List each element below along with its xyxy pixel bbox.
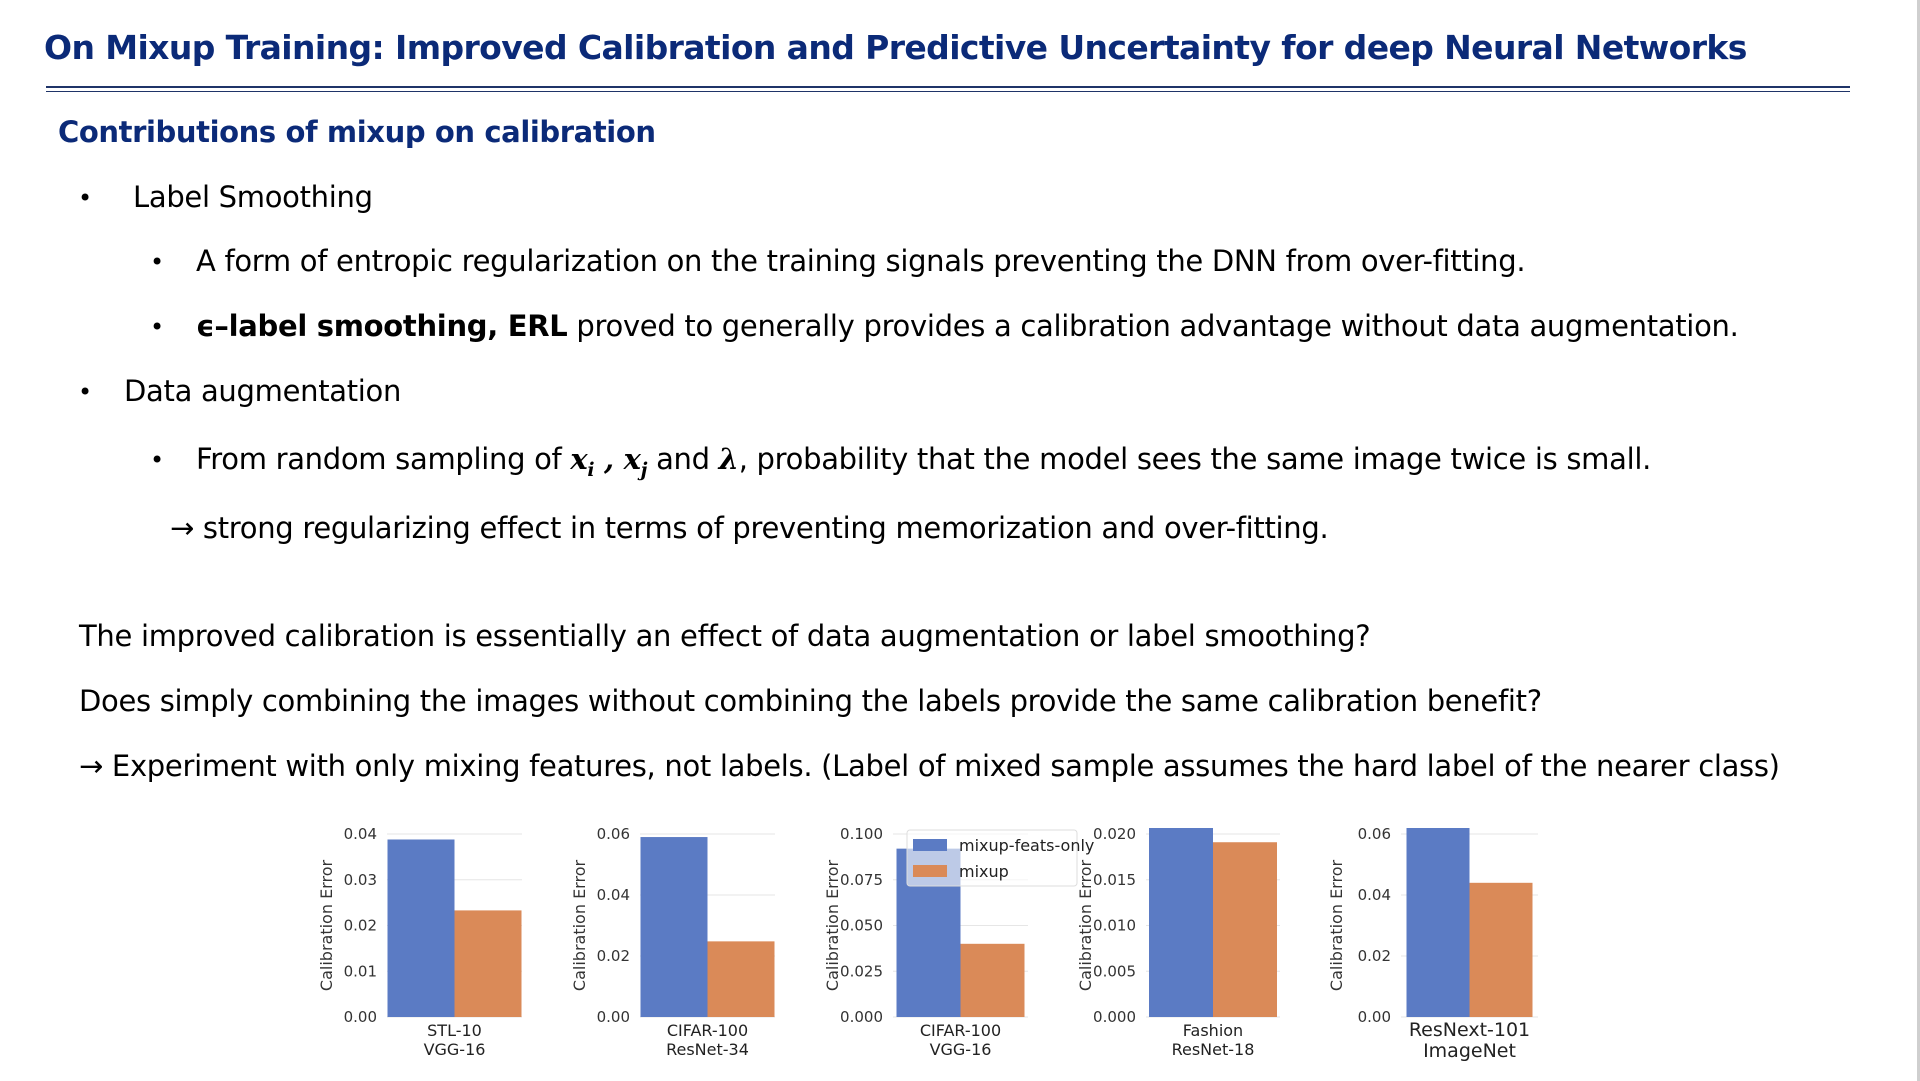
- y-tick-label: 0.015: [1093, 871, 1136, 889]
- chart-cifar100-resnet34: 0.00 0.02 0.04 0.06 Calibration Error CIFAR-1…: [570, 825, 775, 1059]
- y-tick-label: 0.04: [597, 886, 630, 904]
- bar-mixup: [960, 943, 1025, 1017]
- y-axis-label: Calibration Error: [570, 860, 589, 992]
- question-combining-images: Does simply combining the images without…: [79, 684, 1542, 718]
- y-tick-label: 0.00: [1358, 1008, 1391, 1026]
- bar-mixup: [1213, 842, 1277, 1017]
- bullet-dot: •: [150, 313, 165, 341]
- y-axis-label: Calibration Error: [317, 860, 336, 992]
- x-category-label: ImageNet: [1423, 1040, 1516, 1062]
- bullet-label-smoothing: Label Smoothing: [133, 180, 373, 214]
- math-x-symbol: x: [623, 442, 641, 476]
- y-tick-label: 0.050: [840, 917, 883, 935]
- erl-rest-text: proved to generally provides a calibrati…: [567, 309, 1739, 343]
- y-tick-label: 0.100: [840, 825, 883, 843]
- bar-mixup: [707, 941, 775, 1017]
- bullet-dot: •: [150, 248, 165, 276]
- sampling-and: and: [647, 442, 719, 476]
- math-comma: ,: [594, 442, 624, 476]
- bullet-dot: •: [150, 446, 165, 474]
- y-tick-label: 0.00: [344, 1008, 377, 1026]
- y-tick-label: 0.010: [1093, 917, 1136, 935]
- y-tick-label: 0.06: [1358, 825, 1391, 843]
- x-category-label: ResNet-34: [666, 1040, 749, 1059]
- y-tick-label: 0.02: [597, 947, 630, 965]
- math-subscript-j: j: [640, 458, 648, 481]
- y-tick-label: 0.02: [1358, 947, 1391, 965]
- chart-resnext101-imagenet: 0.00 0.02 0.04 0.06 Calibration Error ResNext…: [1327, 825, 1538, 1062]
- bullet-dot: •: [78, 378, 93, 406]
- section-heading: Contributions of mixup on calibration: [58, 115, 656, 149]
- bar-mixup-feats-only: [1149, 828, 1213, 1017]
- math-lambda: λ: [718, 442, 739, 476]
- bar-mixup-feats-only: [387, 839, 455, 1017]
- y-tick-label: 0.020: [1093, 825, 1136, 843]
- y-tick-label: 0.005: [1093, 962, 1136, 980]
- y-tick-label: 0.000: [840, 1008, 883, 1026]
- experiment-description: → Experiment with only mixing features, …: [79, 749, 1780, 783]
- x-category-label: ResNext-101: [1409, 1019, 1530, 1041]
- y-axis-label: Calibration Error: [1327, 860, 1346, 992]
- y-tick-label: 0.04: [344, 825, 377, 843]
- y-tick-label: 0.075: [840, 871, 883, 889]
- legend-swatch: [913, 839, 947, 851]
- y-tick-label: 0.00: [597, 1008, 630, 1026]
- slide-title: On Mixup Training: Improved Calibration …: [44, 28, 1747, 67]
- bar-mixup: [1469, 882, 1533, 1017]
- y-tick-label: 0.02: [344, 917, 377, 935]
- chart-cifar100-vgg16: 0.000 0.025 0.050 0.075 0.100 Calibration Err…: [823, 825, 1094, 1059]
- y-tick-label: 0.000: [1093, 1008, 1136, 1026]
- chart-stl10-vgg16: 0.00 0.01 0.02 0.03 0.04 Calibration Error STL…: [317, 825, 522, 1059]
- bullet-entropic-regularization: A form of entropic regularization on the…: [196, 244, 1526, 278]
- x-category-label: VGG-16: [424, 1040, 486, 1059]
- erl-bold-text: ϵ–label smoothing, ERL: [196, 309, 568, 343]
- sampling-prefix: From random sampling of: [196, 442, 571, 476]
- math-xi: xi: [570, 442, 594, 481]
- question-augmentation-or-smoothing: The improved calibration is essentially …: [79, 619, 1371, 653]
- slide-right-border: [1917, 0, 1920, 1081]
- math-x-symbol: x: [570, 442, 588, 476]
- y-tick-label: 0.03: [344, 871, 377, 889]
- x-category-label: Fashion: [1183, 1021, 1243, 1040]
- math-xj: xj: [623, 442, 648, 481]
- x-category-label: CIFAR-100: [667, 1021, 748, 1040]
- math-subscript-i: i: [587, 458, 595, 481]
- bullet-random-sampling: From random sampling of xi , xj and λ, p…: [196, 442, 1651, 481]
- x-category-label: VGG-16: [930, 1040, 992, 1059]
- x-category-label: STL-10: [427, 1021, 482, 1040]
- y-axis-label: Calibration Error: [1076, 860, 1095, 992]
- legend-box: [906, 829, 1078, 887]
- bullet-erl: ϵ–label smoothing, ERL proved to general…: [196, 309, 1739, 343]
- bar-mixup-feats-only: [640, 837, 708, 1017]
- legend-entry: mixup: [959, 862, 1009, 881]
- chart-fashion-resnet18: 0.000 0.005 0.010 0.015 0.020 Calibration Err…: [1076, 825, 1280, 1059]
- title-rule: [46, 86, 1850, 88]
- bar-mixup-feats-only: [1406, 828, 1470, 1017]
- y-tick-label: 0.01: [344, 962, 377, 980]
- regularizing-effect-line: → strong regularizing effect in terms of…: [170, 511, 1329, 545]
- y-tick-label: 0.025: [840, 962, 883, 980]
- legend-entry: mixup-feats-only: [959, 836, 1094, 855]
- y-tick-label: 0.04: [1358, 886, 1391, 904]
- x-category-label: CIFAR-100: [920, 1021, 1001, 1040]
- sampling-suffix: , probability that the model sees the sa…: [738, 442, 1652, 476]
- bullet-dot: •: [78, 184, 93, 212]
- y-tick-label: 0.06: [597, 825, 630, 843]
- x-category-label: ResNet-18: [1172, 1040, 1255, 1059]
- legend-swatch: [913, 865, 947, 877]
- y-axis-label: Calibration Error: [823, 860, 842, 992]
- bar-mixup: [454, 910, 522, 1017]
- bullet-data-augmentation: Data augmentation: [124, 374, 402, 408]
- title-rule-thin: [46, 91, 1850, 92]
